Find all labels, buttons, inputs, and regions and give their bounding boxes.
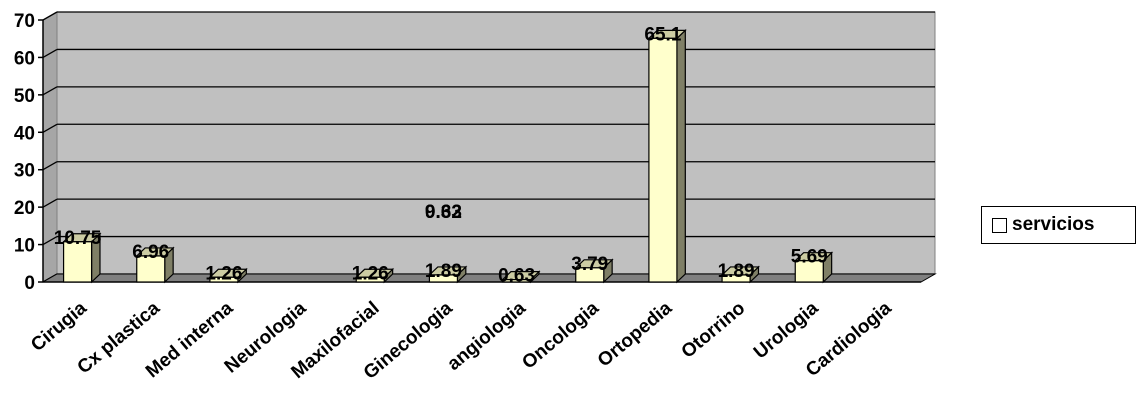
bar bbox=[721, 274, 751, 283]
bar bbox=[575, 267, 605, 283]
data-label-extra: 0.63 bbox=[425, 202, 462, 223]
data-label: 0.63 bbox=[498, 266, 535, 287]
data-label: 65.1 bbox=[644, 24, 681, 45]
bar bbox=[136, 255, 166, 283]
gridline-depth bbox=[42, 236, 58, 246]
x-tick-label: Otorrino bbox=[678, 298, 750, 363]
y-tick-label: 40 bbox=[14, 123, 35, 144]
bar bbox=[355, 276, 385, 283]
y-tick-label: 30 bbox=[14, 161, 35, 182]
y-tick-label: 60 bbox=[14, 48, 35, 69]
data-label: 1.89 bbox=[425, 261, 462, 282]
gridline-depth bbox=[42, 123, 58, 133]
legend-swatch bbox=[992, 217, 1007, 233]
data-label: 3.79 bbox=[571, 254, 608, 275]
y-tick-label: 10 bbox=[14, 236, 35, 257]
data-label: 1.26 bbox=[352, 263, 389, 284]
legend-label: servicios bbox=[1012, 214, 1095, 235]
y-tick-label: 20 bbox=[14, 198, 35, 219]
data-label: 5.69 bbox=[791, 247, 828, 268]
x-tick-label: Ortopedia bbox=[594, 297, 677, 371]
data-label: 1.26 bbox=[205, 263, 242, 284]
gridline-depth bbox=[42, 198, 58, 208]
legend: servicios bbox=[981, 206, 1136, 244]
gridline-depth bbox=[42, 11, 58, 21]
gridline-depth bbox=[42, 161, 58, 171]
plot-back-wall bbox=[56, 11, 936, 275]
gridline-depth bbox=[42, 48, 58, 58]
bar-side bbox=[676, 28, 686, 284]
bar bbox=[501, 279, 532, 283]
data-label: 10.75 bbox=[54, 228, 102, 249]
x-tick-label: Oncologia bbox=[518, 297, 603, 373]
bar bbox=[209, 276, 239, 283]
x-tick-label: Cirugia bbox=[27, 297, 91, 355]
y-tick-label: 0 bbox=[24, 273, 35, 294]
bar bbox=[648, 37, 678, 283]
y-tick-label: 50 bbox=[14, 86, 35, 107]
data-label: 6.96 bbox=[132, 242, 169, 263]
bar bbox=[62, 241, 93, 283]
x-tick-label: angiologia bbox=[444, 297, 531, 374]
data-label: 1.89 bbox=[718, 261, 755, 282]
bar bbox=[428, 274, 459, 283]
y-tick-label: 70 bbox=[14, 11, 35, 32]
gridline-depth bbox=[42, 86, 58, 96]
bar bbox=[794, 260, 824, 283]
data-label-extra: 9.32 bbox=[425, 202, 462, 223]
x-tick-label: Urologia bbox=[750, 297, 823, 363]
